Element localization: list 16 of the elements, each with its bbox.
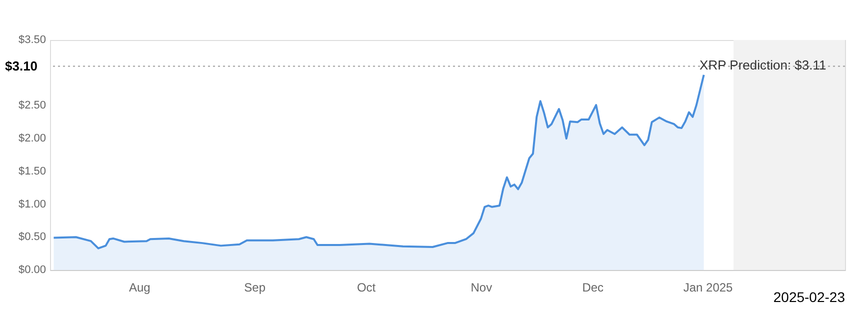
x-tick-label: Jan 2025 [683, 280, 734, 294]
x-tick-label: Aug [128, 280, 150, 294]
ref-line-label: $3.10 [5, 58, 38, 74]
y-tick-label: $1.00 [18, 198, 46, 210]
y-tick-label: $3.50 [18, 34, 46, 46]
x-tick-label: Nov [470, 280, 492, 294]
y-tick-label: $2.50 [18, 100, 46, 112]
annotation: XRP Prediction: $3.11 [700, 58, 826, 73]
y-tick-label: $0.00 [18, 264, 46, 276]
x-tick-label: Dec [582, 280, 604, 294]
text: 2025-02-23 [773, 289, 846, 305]
x-tick-label: Oct [356, 280, 376, 294]
y-tick-label: $1.50 [18, 165, 46, 178]
x-tick-label: Sep [244, 280, 266, 294]
y-tick-label: $2.00 [18, 132, 46, 145]
y-tick-label: $0.50 [18, 231, 46, 244]
